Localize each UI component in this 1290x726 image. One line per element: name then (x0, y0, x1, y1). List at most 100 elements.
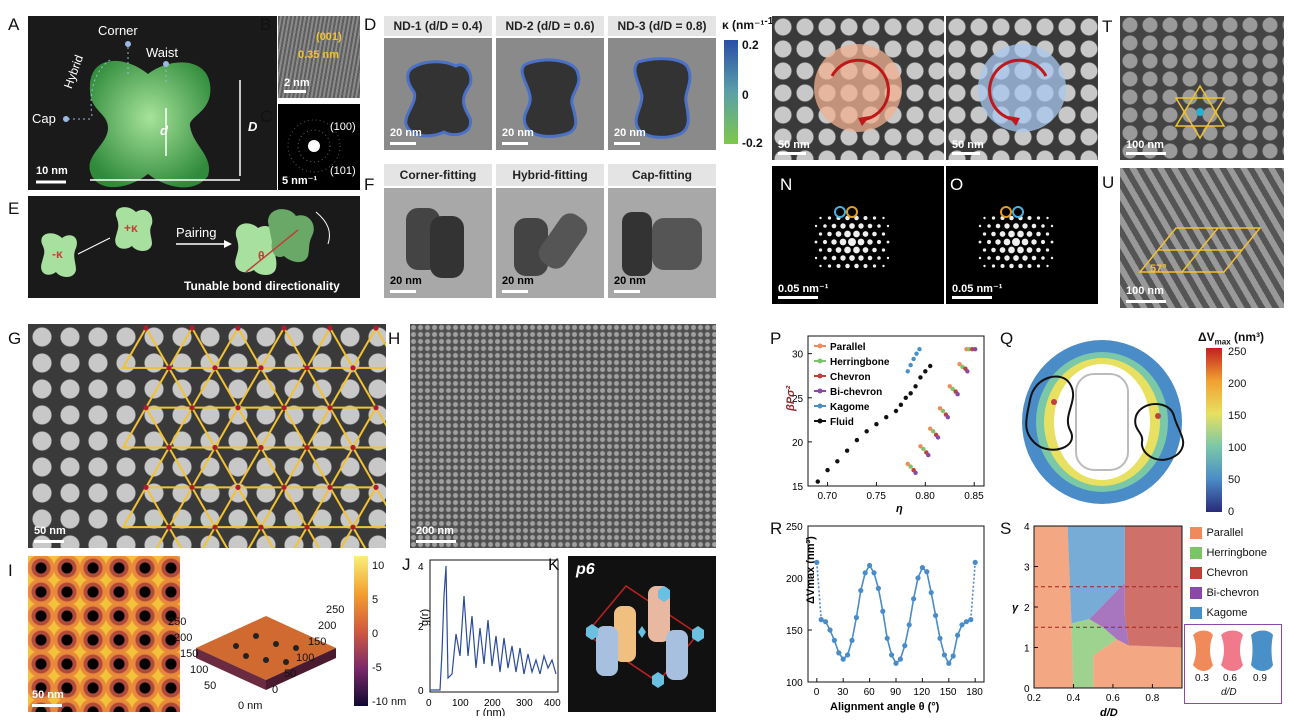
kagome-triangle (144, 445, 194, 489)
scale-bar-a-label: 10 nm (36, 165, 68, 177)
fft-spot (991, 231, 996, 237)
phase-legend: Parallel Herringbone Chevron Bi-chevron … (1184, 524, 1286, 704)
fft-spot (827, 216, 832, 220)
fft-spot (872, 264, 877, 268)
fft-spot (881, 248, 886, 252)
fft-spot (845, 263, 850, 269)
scale-bar-n-label: 0.05 nm⁻¹ (778, 283, 829, 295)
chart-r-point (889, 652, 895, 658)
phase-region-bichevron (1089, 582, 1129, 646)
legend-item-parallel: Parallel (1190, 524, 1243, 542)
kagome-node (189, 325, 195, 331)
scale-bar-i (32, 704, 62, 707)
chart-p-point-herringbone (908, 464, 913, 469)
legend-swatch-chevron (1190, 566, 1202, 579)
afm-tick-x-200: 200 (174, 632, 193, 644)
fft-spot (978, 256, 982, 260)
chart-p-point-fluid (928, 363, 933, 369)
fft-spot (818, 248, 823, 252)
fft-spot (818, 232, 823, 236)
chart-p-point-bi-chevron (955, 392, 960, 397)
fft-spot (849, 255, 855, 261)
chart-p-point-parallel (905, 461, 910, 467)
panel-letter-k: K (548, 555, 560, 574)
rdf-xtick-400: 400 (544, 698, 561, 709)
scale-bar-d3-label: 20 nm (614, 127, 646, 139)
fft-spot (881, 232, 886, 236)
chart-p-legend-label: Bi-chevron (830, 387, 882, 398)
fft-spot (1046, 264, 1049, 268)
chart-p-point-fluid (825, 467, 830, 473)
chart-p-point-fluid (844, 448, 850, 453)
chart-r-xtick-label: 90 (890, 687, 902, 698)
fft-spot (862, 247, 869, 253)
fft-spot (872, 231, 877, 237)
kagome-node (350, 365, 356, 371)
afm-colorbar-tick-m10: -10 nm (372, 696, 407, 708)
fft-spot (814, 256, 818, 260)
chart-p-point-fluid (903, 395, 908, 400)
fft-spot (1004, 255, 1010, 261)
fft-spot (849, 223, 855, 229)
chart-s-xtick-label: 0.2 (1027, 693, 1041, 704)
fft-spot (1036, 231, 1041, 237)
chart-p-point-herringbone (940, 408, 946, 414)
model-label-d-small: d (160, 123, 168, 138)
fft-spot (882, 264, 885, 268)
panel-letter-n: N (780, 175, 793, 194)
scale-bar-f3-label: 20 nm (614, 275, 646, 287)
chart-r-xtick-label: 150 (940, 687, 957, 698)
fft-spot (1036, 247, 1041, 253)
chart-r-point (963, 619, 969, 625)
kagome-triangle (167, 405, 217, 449)
chart-p-point-bi-chevron (965, 369, 970, 374)
scale-bar-l-label: 50 nm (778, 139, 810, 151)
chart-r-point (897, 656, 903, 662)
kagome-triangle (155, 525, 183, 548)
model-label-cap: Cap (32, 111, 56, 126)
chart-p-legend-label: Fluid (830, 417, 854, 428)
fft-spot (991, 247, 996, 253)
chart-p-legend-marker (817, 358, 823, 364)
fft-spot (999, 231, 1006, 237)
panel-letter-b: B (260, 15, 272, 34)
scale-bar-c-label: 5 nm⁻¹ (282, 175, 318, 187)
fft-spot (1031, 255, 1037, 261)
chart-r-point (928, 589, 934, 596)
chart-r-point (840, 656, 846, 662)
chart-r-point (959, 622, 965, 628)
kagome-node (373, 484, 379, 490)
fft-spot (1031, 223, 1037, 229)
afm-tick-x-50: 50 (204, 680, 217, 692)
kagome-node (258, 444, 264, 451)
kagome-node (258, 524, 264, 530)
chart-p-point-kagome (914, 351, 919, 356)
scale-bar-m-label: 50 nm (952, 139, 984, 151)
chart-p-point-kagome (911, 356, 916, 362)
chart-s-ytick-label: 4 (1024, 522, 1030, 533)
kagome-triangle (201, 525, 229, 548)
kagome-node (189, 405, 195, 411)
kagome-triangle (213, 485, 263, 529)
legend-swatch-parallel (1190, 526, 1202, 539)
shape-label-06: 0.6 (1223, 673, 1237, 684)
panel-b-hrtem: (001) 0.35 nm 2 nm (278, 16, 360, 98)
afm-tick-y-0: 0 (272, 684, 279, 696)
hrtem-plane-label: (001) (316, 31, 342, 43)
rdf-ytick-2: 2 (418, 622, 424, 633)
fft-spot (1021, 238, 1029, 246)
panel-letter-i: I (8, 561, 13, 580)
fft-spot (1003, 238, 1011, 246)
chart-p-ytick-label: 30 (792, 350, 804, 361)
shape-label-09: 0.9 (1253, 673, 1267, 684)
fft-spot (848, 238, 856, 246)
q-colorbar-tick-50: 50 (1228, 474, 1241, 486)
fft-spot (840, 255, 846, 261)
panel-i-afm-map: 50 nm (28, 556, 180, 712)
lattice-angle-label: 57° (1150, 263, 1167, 275)
kagome-triangle (305, 325, 355, 369)
scale-bar-o-label: 0.05 nm⁻¹ (952, 283, 1003, 295)
chart-p-point-parallel (928, 426, 933, 431)
chart-r-frame (807, 525, 985, 683)
fft-spot (1050, 224, 1054, 228)
